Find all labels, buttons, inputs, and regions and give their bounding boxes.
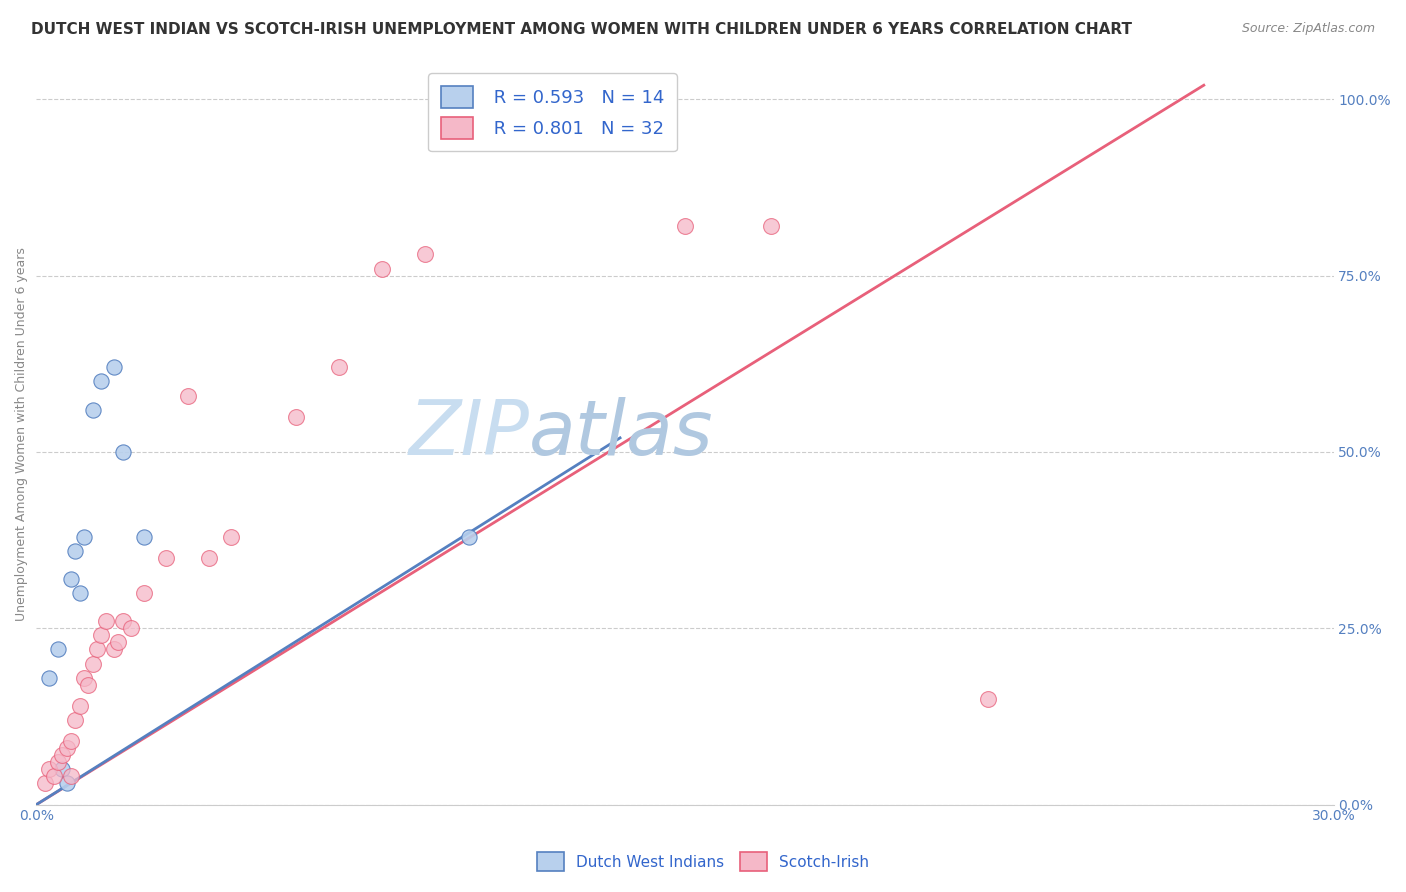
Point — [103, 360, 125, 375]
Point — [51, 748, 73, 763]
Point — [155, 550, 177, 565]
Point — [77, 678, 100, 692]
Legend: Dutch West Indians, Scotch-Irish: Dutch West Indians, Scotch-Irish — [530, 847, 876, 877]
Point — [69, 698, 91, 713]
Point — [457, 530, 479, 544]
Point — [134, 530, 156, 544]
Point — [65, 543, 87, 558]
Point — [120, 621, 142, 635]
Point — [42, 769, 65, 783]
Point — [107, 635, 129, 649]
Point — [673, 219, 696, 234]
Text: atlas: atlas — [529, 397, 714, 471]
Point — [38, 671, 60, 685]
Point — [90, 375, 112, 389]
Point — [198, 550, 221, 565]
Point — [976, 691, 998, 706]
Point — [111, 614, 134, 628]
Point — [59, 769, 82, 783]
Point — [94, 614, 117, 628]
Point — [73, 530, 96, 544]
Point — [82, 402, 104, 417]
Point — [69, 586, 91, 600]
Text: ZIP: ZIP — [408, 397, 529, 471]
Point — [55, 776, 77, 790]
Point — [219, 530, 242, 544]
Point — [90, 628, 112, 642]
Point — [111, 445, 134, 459]
Point — [284, 409, 307, 424]
Point — [59, 572, 82, 586]
Point — [371, 261, 394, 276]
Point — [176, 388, 198, 402]
Point — [73, 671, 96, 685]
Point — [328, 360, 350, 375]
Text: DUTCH WEST INDIAN VS SCOTCH-IRISH UNEMPLOYMENT AMONG WOMEN WITH CHILDREN UNDER 6: DUTCH WEST INDIAN VS SCOTCH-IRISH UNEMPL… — [31, 22, 1132, 37]
Point — [65, 713, 87, 727]
Point — [134, 586, 156, 600]
Point — [82, 657, 104, 671]
Point — [38, 763, 60, 777]
Point — [51, 763, 73, 777]
Point — [46, 642, 69, 657]
Point — [86, 642, 108, 657]
Y-axis label: Unemployment Among Women with Children Under 6 years: Unemployment Among Women with Children U… — [15, 247, 28, 621]
Point — [34, 776, 56, 790]
Point — [103, 642, 125, 657]
Point — [46, 756, 69, 770]
Point — [415, 247, 437, 261]
Point — [59, 734, 82, 748]
Point — [761, 219, 783, 234]
Text: Source: ZipAtlas.com: Source: ZipAtlas.com — [1241, 22, 1375, 36]
Point — [55, 741, 77, 756]
Legend:  R = 0.593   N = 14,  R = 0.801   N = 32: R = 0.593 N = 14, R = 0.801 N = 32 — [427, 73, 676, 152]
